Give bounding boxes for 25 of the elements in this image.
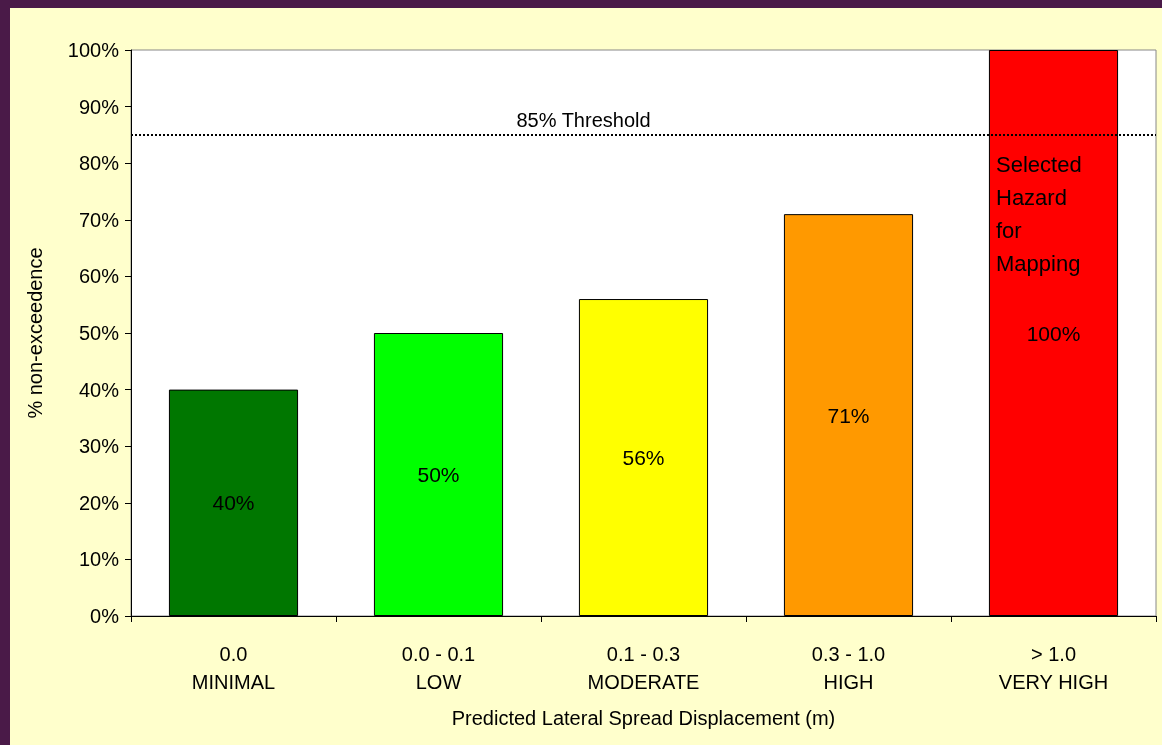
y-tick-label: 100%	[67, 39, 120, 61]
annotation: Selected Hazard for Mapping	[996, 152, 1082, 276]
data-label: 71%	[827, 403, 870, 427]
data-label: 40%	[212, 491, 255, 515]
x-tick-label: 0.0 MINIMAL	[191, 643, 276, 693]
y-tick-label: 70%	[78, 208, 120, 231]
y-tick-label: 90%	[78, 95, 120, 118]
y-tick-label: 10%	[78, 548, 120, 571]
x-tick-label: 0.1 - 0.3 MODERATE	[587, 643, 700, 693]
y-tick-label: 0%	[90, 605, 120, 627]
y-axis-title: % non-exceedence	[24, 247, 46, 419]
ref-line-label: 85% Threshold	[516, 108, 651, 131]
x-axis-title: Predicted Lateral Spread Displacement (m)	[451, 707, 836, 729]
y-tick-label: 30%	[78, 435, 120, 458]
data-label: 56%	[622, 446, 665, 470]
y-tick-label: 80%	[78, 152, 120, 175]
y-tick-label: 50%	[78, 322, 120, 344]
y-tick-label: 20%	[78, 491, 120, 514]
x-tick-label: 0.0 - 0.1 LOW	[401, 643, 476, 693]
y-tick-label: 60%	[78, 265, 120, 288]
x-tick-label: > 1.0 VERY HIGH	[998, 643, 1109, 693]
data-label: 100%	[1026, 321, 1081, 345]
x-tick-label: 0.3 - 1.0 HIGH	[811, 643, 886, 693]
y-tick-label: 40%	[78, 378, 120, 401]
data-label: 50%	[417, 463, 460, 486]
